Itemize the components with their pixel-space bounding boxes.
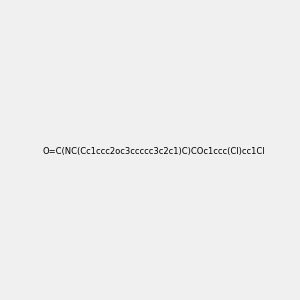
Text: O=C(NC(Cc1ccc2oc3ccccc3c2c1)C)COc1ccc(Cl)cc1Cl: O=C(NC(Cc1ccc2oc3ccccc3c2c1)C)COc1ccc(Cl… [42, 147, 265, 156]
